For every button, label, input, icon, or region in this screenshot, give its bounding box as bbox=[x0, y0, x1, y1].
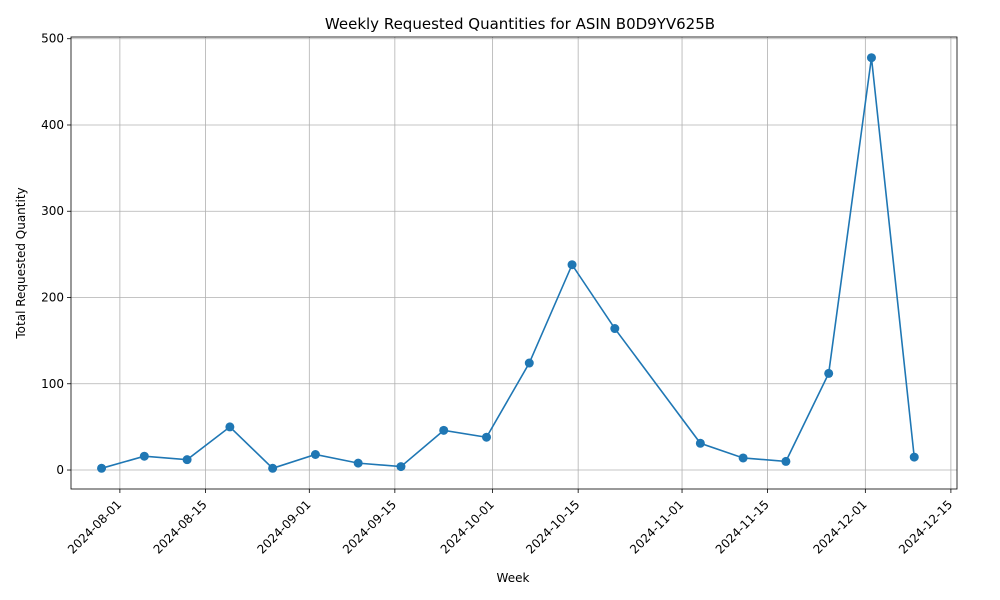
x-tick-label: 2024-08-15 bbox=[151, 497, 210, 556]
data-point bbox=[310, 449, 320, 459]
y-tick-label: 500 bbox=[41, 32, 64, 46]
data-point bbox=[524, 358, 534, 368]
x-tick-label: 2024-08-01 bbox=[65, 497, 124, 556]
x-tick-label: 2024-12-15 bbox=[896, 497, 955, 556]
data-point bbox=[781, 456, 791, 466]
data-point bbox=[567, 260, 577, 270]
y-tick-label: 400 bbox=[41, 118, 64, 132]
plot-frame bbox=[70, 36, 958, 490]
y-tick-label: 300 bbox=[41, 204, 64, 218]
x-tick-label: 2024-09-15 bbox=[340, 497, 399, 556]
data-point bbox=[139, 451, 149, 461]
series-line bbox=[101, 57, 916, 470]
data-point bbox=[738, 453, 748, 463]
data-point bbox=[268, 463, 278, 473]
y-axis-ticks: 0 100 200 300 400 500 bbox=[41, 32, 71, 477]
data-point bbox=[909, 452, 919, 462]
y-tick-label: 100 bbox=[41, 377, 64, 391]
data-point bbox=[439, 425, 449, 435]
x-tick-label: 2024-09-01 bbox=[254, 497, 313, 556]
x-tick-label: 2024-11-01 bbox=[627, 497, 686, 556]
grid bbox=[71, 37, 957, 489]
data-point bbox=[695, 438, 705, 448]
data-point bbox=[610, 324, 620, 334]
y-tick-label: 0 bbox=[56, 463, 64, 477]
x-tick-label: 2024-10-01 bbox=[438, 497, 497, 556]
data-point bbox=[866, 53, 876, 63]
data-point bbox=[353, 458, 363, 468]
data-point bbox=[396, 462, 406, 472]
data-point bbox=[824, 368, 834, 378]
x-tick-label: 2024-11-15 bbox=[713, 497, 772, 556]
y-tick-label: 200 bbox=[41, 291, 64, 305]
data-point bbox=[482, 432, 492, 442]
x-tick-label: 2024-10-15 bbox=[523, 497, 582, 556]
data-point bbox=[182, 455, 192, 465]
data-point bbox=[225, 422, 235, 432]
x-tick-label: 2024-12-01 bbox=[810, 497, 869, 556]
series bbox=[97, 53, 919, 473]
chart-title: Weekly Requested Quantities for ASIN B0D… bbox=[325, 15, 715, 33]
data-point bbox=[97, 463, 107, 473]
x-axis-ticks: 2024-08-01 2024-08-15 2024-09-01 2024-09-15… bbox=[65, 489, 955, 557]
y-axis-label: Total Requested Quantity bbox=[14, 187, 28, 339]
x-axis-label: Week bbox=[497, 571, 530, 585]
